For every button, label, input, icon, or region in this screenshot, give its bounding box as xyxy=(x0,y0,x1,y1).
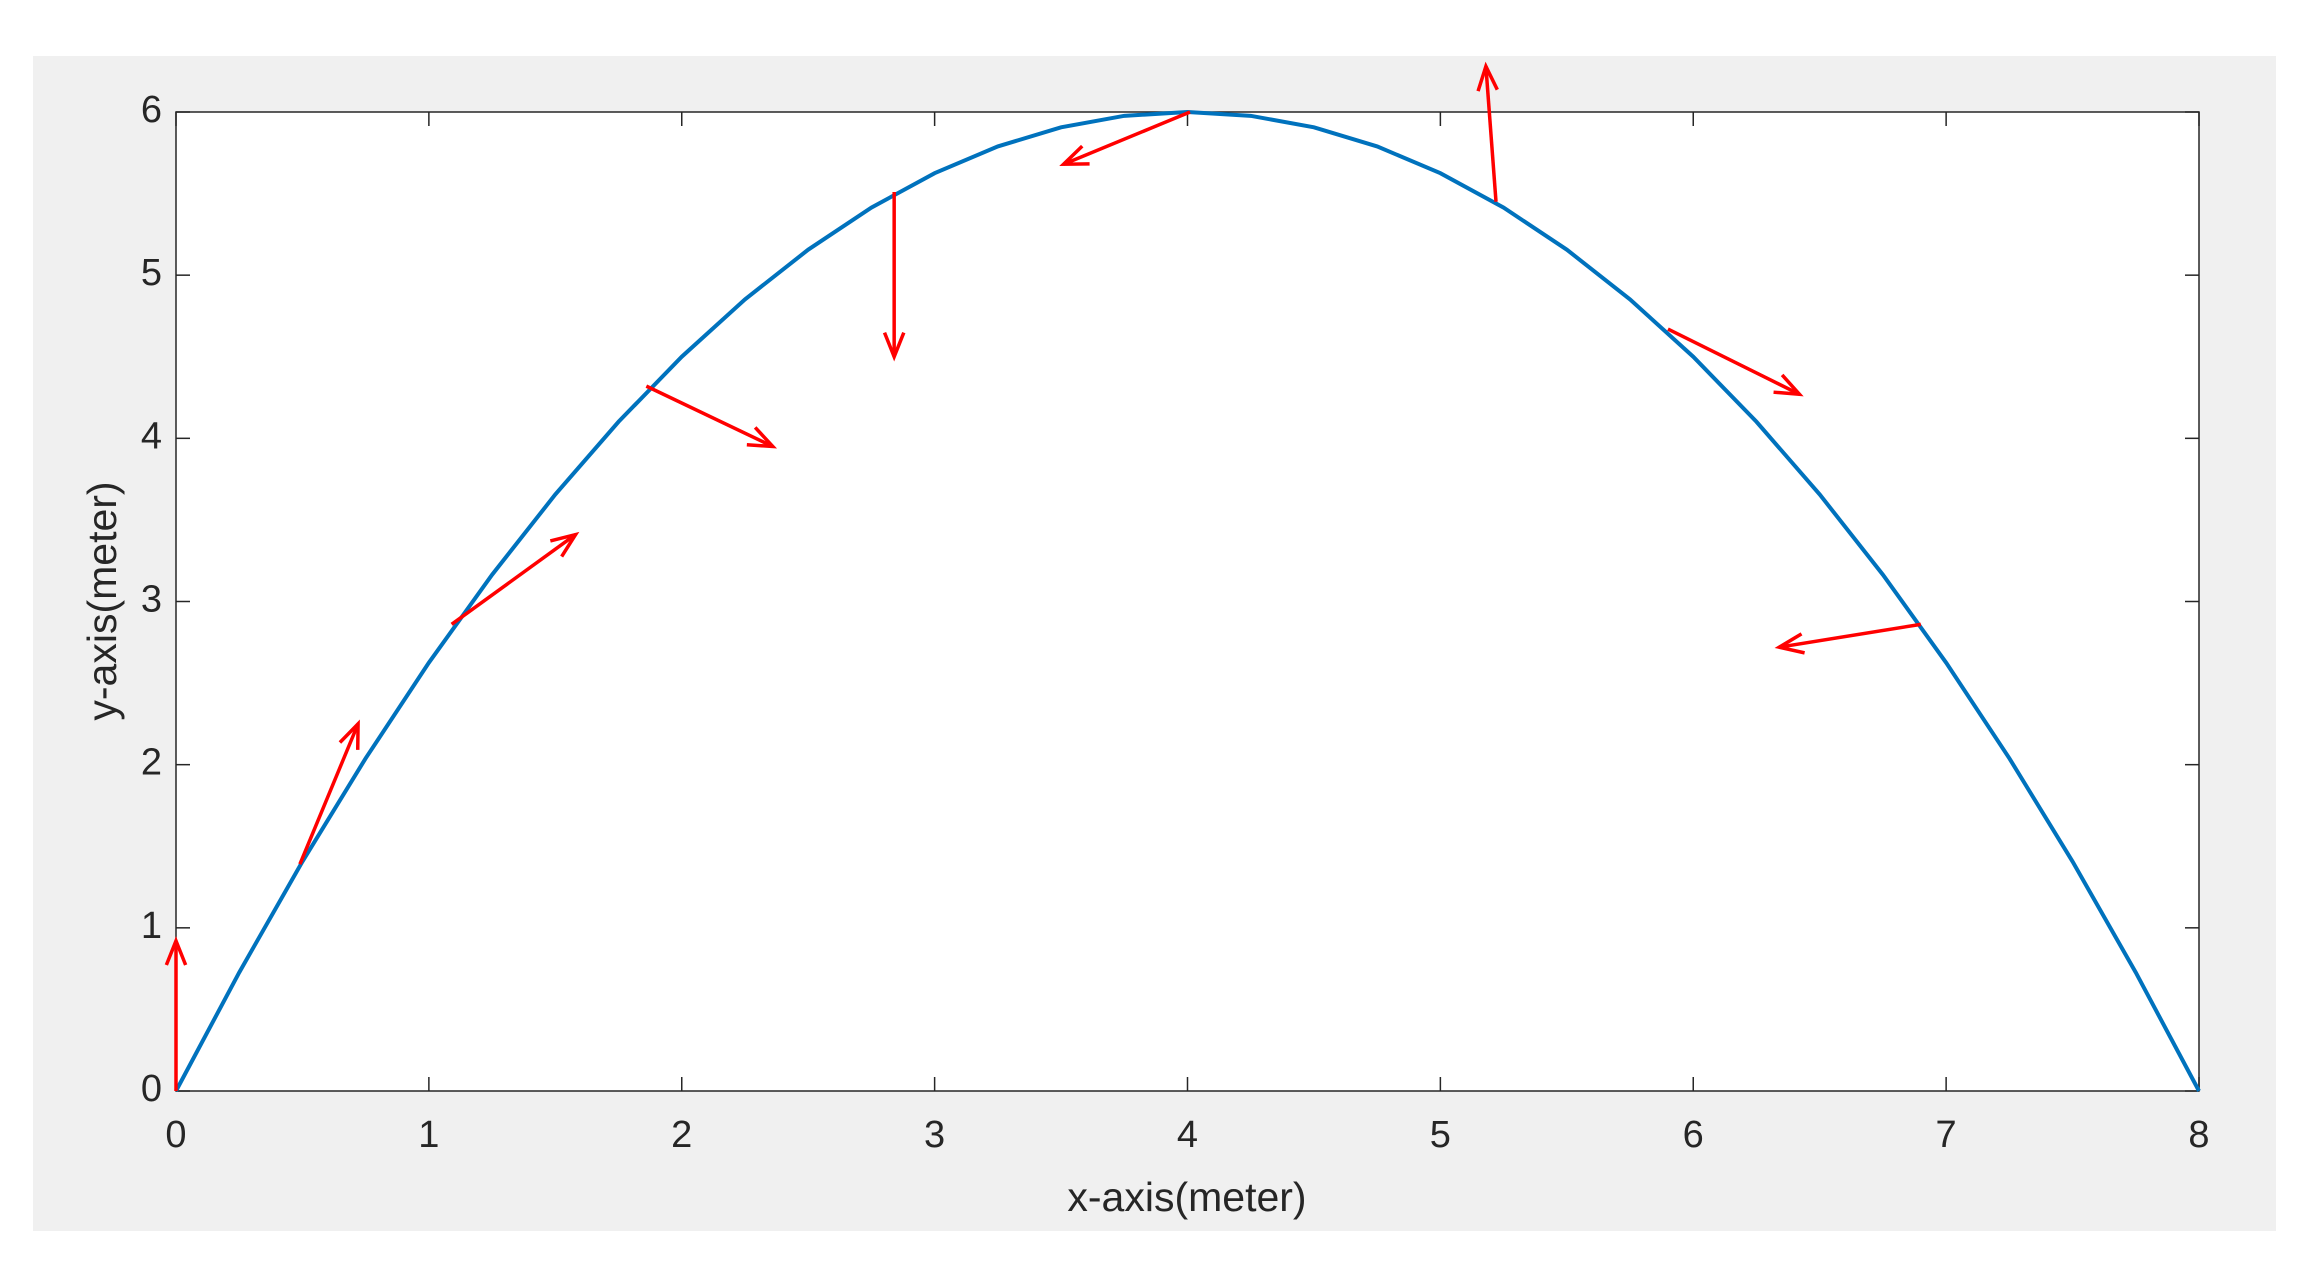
x-tick-label: 3 xyxy=(924,1114,945,1156)
arrow xyxy=(1667,327,1804,397)
x-tick-label: 4 xyxy=(1177,1114,1198,1156)
arrow-shaft xyxy=(1062,110,1191,166)
x-tick-label: 6 xyxy=(1683,1114,1704,1156)
arrow xyxy=(1476,61,1499,202)
x-tick-label: 2 xyxy=(671,1114,692,1156)
arrow xyxy=(882,191,906,362)
arrow-shaft xyxy=(1778,622,1922,649)
x-tick-label: 1 xyxy=(418,1114,439,1156)
arrow-head xyxy=(746,426,778,449)
x-axis-label: x-axis(meter) xyxy=(1067,1174,1306,1220)
arrow-head xyxy=(164,936,188,966)
arrow xyxy=(645,384,778,449)
arrow-head xyxy=(1476,61,1499,92)
x-tick-label: 8 xyxy=(2188,1114,2209,1156)
y-tick-label: 0 xyxy=(141,1068,162,1110)
plot-area xyxy=(176,112,2199,1091)
arrow xyxy=(298,719,360,865)
x-tick-label: 5 xyxy=(1430,1114,1451,1156)
arrow-shaft xyxy=(1667,327,1801,396)
x-tick-label: 0 xyxy=(165,1114,186,1156)
arrow xyxy=(450,531,580,626)
arrow-shaft xyxy=(450,533,577,626)
arrow-head xyxy=(1059,144,1090,167)
y-tick-label: 1 xyxy=(141,905,162,947)
arrow-shaft xyxy=(645,384,774,449)
x-tick-label: 7 xyxy=(1936,1114,1957,1156)
y-axis-label: y-axis(meter) xyxy=(79,481,125,720)
arrow-head xyxy=(1774,632,1805,655)
y-tick-label: 5 xyxy=(141,252,162,294)
arrow xyxy=(164,936,188,1091)
y-tick-label: 3 xyxy=(141,579,162,621)
arrow-head xyxy=(1773,373,1804,397)
arrow-shaft xyxy=(1484,66,1498,202)
arrow xyxy=(1059,110,1191,167)
y-tick-label: 6 xyxy=(141,89,162,131)
y-tick-label: 2 xyxy=(141,742,162,784)
arrow-head xyxy=(338,719,360,750)
arrow-shaft xyxy=(298,723,360,865)
arrow xyxy=(1774,622,1922,655)
arrow-head xyxy=(549,531,580,558)
arrow-head xyxy=(882,331,906,362)
y-tick-label: 4 xyxy=(141,415,162,457)
